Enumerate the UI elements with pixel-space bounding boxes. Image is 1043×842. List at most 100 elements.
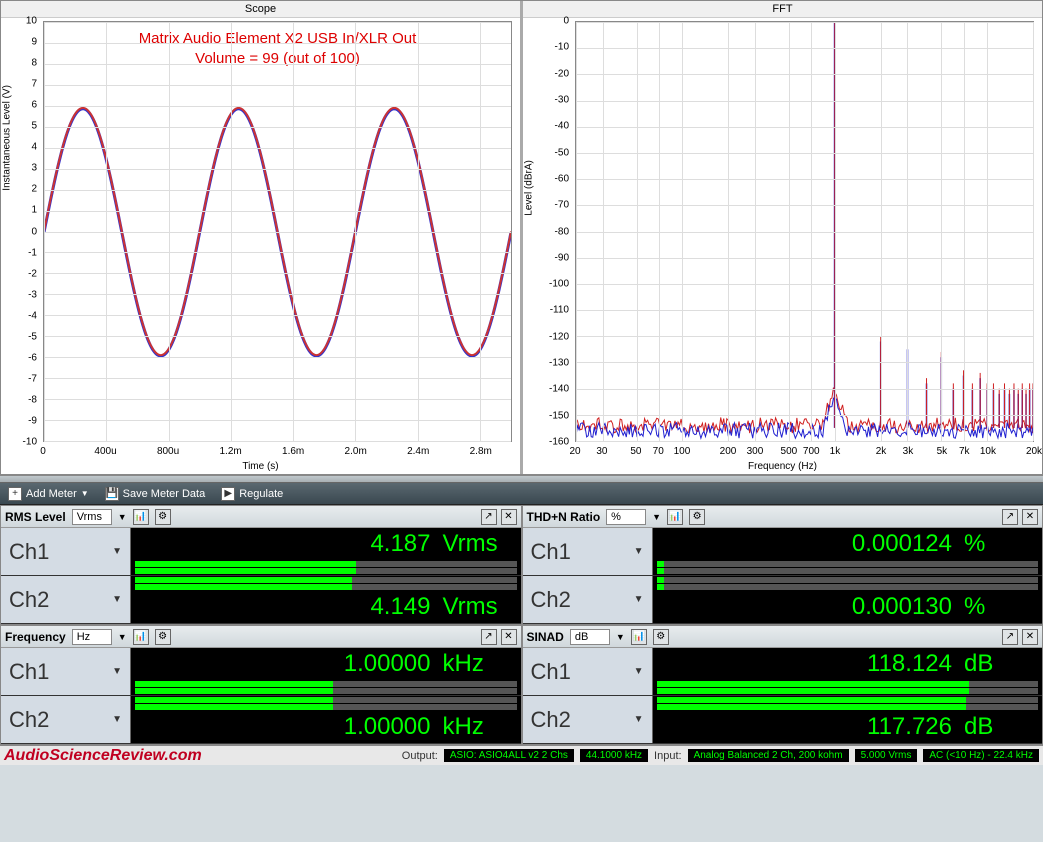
chart-icon[interactable]: 📊 bbox=[133, 629, 149, 645]
meter-row: Ch2▼1.00000kHz bbox=[1, 696, 521, 744]
y-tick: -160 bbox=[549, 437, 569, 448]
save-meter-button[interactable]: 💾 Save Meter Data bbox=[101, 485, 210, 503]
dropdown-icon: ▼ bbox=[634, 546, 644, 557]
chart-icon[interactable]: 📊 bbox=[133, 509, 149, 525]
popout-icon[interactable]: ↗ bbox=[481, 629, 497, 645]
y-tick: -30 bbox=[555, 94, 569, 105]
close-icon[interactable]: ✕ bbox=[1022, 629, 1038, 645]
dropdown-icon[interactable]: ▼ bbox=[652, 512, 661, 522]
meter-row: Ch2▼4.149Vrms bbox=[1, 576, 521, 624]
channel-label[interactable]: Ch1▼ bbox=[1, 648, 131, 695]
meter-title: THD+N Ratio bbox=[527, 510, 601, 524]
x-tick: 30 bbox=[596, 446, 607, 457]
x-tick: 200 bbox=[720, 446, 737, 457]
x-tick: 2.0m bbox=[345, 446, 367, 457]
channel-label[interactable]: Ch1▼ bbox=[523, 648, 653, 695]
x-tick: 800u bbox=[157, 446, 179, 457]
gear-icon[interactable]: ⚙ bbox=[653, 629, 669, 645]
meter-row: Ch1▼4.187Vrms bbox=[1, 528, 521, 576]
meter-header: THD+N Ratio% ▼ 📊 ⚙ ↗✕ bbox=[523, 506, 1043, 528]
channel-label[interactable]: Ch2▼ bbox=[523, 576, 653, 623]
channel-label[interactable]: Ch1▼ bbox=[1, 528, 131, 575]
add-meter-label: Add Meter bbox=[26, 488, 77, 500]
dropdown-icon[interactable]: ▼ bbox=[118, 632, 127, 642]
scope-chart[interactable]: Matrix Audio Element X2 USB In/XLR Out V… bbox=[43, 21, 512, 442]
bargraph bbox=[135, 577, 517, 583]
input-level[interactable]: 5.000 Vrms bbox=[855, 749, 918, 762]
dropdown-icon: ▼ bbox=[634, 594, 644, 605]
meter-readout: 4.149Vrms bbox=[131, 591, 521, 623]
panel-divider[interactable] bbox=[0, 475, 1043, 483]
x-tick: 1.6m bbox=[282, 446, 304, 457]
x-tick: 5k bbox=[937, 446, 948, 457]
x-tick: 3k bbox=[903, 446, 914, 457]
close-icon[interactable]: ✕ bbox=[1022, 509, 1038, 525]
meter-unit-select[interactable]: Vrms bbox=[72, 509, 112, 525]
gear-icon[interactable]: ⚙ bbox=[689, 509, 705, 525]
chart-icon[interactable]: 📊 bbox=[631, 629, 647, 645]
output-rate[interactable]: 44.1000 kHz bbox=[580, 749, 648, 762]
fft-x-label: Frequency (Hz) bbox=[748, 461, 817, 472]
input-coupling[interactable]: AC (<10 Hz) - 22.4 kHz bbox=[923, 749, 1039, 762]
channel-label[interactable]: Ch2▼ bbox=[1, 696, 131, 743]
meter-row: Ch1▼ 0.000124% bbox=[523, 528, 1043, 576]
meters-grid: RMS LevelVrms▼📊⚙↗✕Ch1▼4.187VrmsCh2▼4.149… bbox=[0, 505, 1043, 745]
y-tick: -100 bbox=[549, 279, 569, 290]
meter-unit: dB bbox=[964, 650, 1034, 678]
popout-icon[interactable]: ↗ bbox=[1002, 629, 1018, 645]
output-device[interactable]: ASIO: ASIO4ALL v2 2 Chs bbox=[444, 749, 574, 762]
y-tick: -130 bbox=[549, 358, 569, 369]
dropdown-icon: ▼ bbox=[634, 714, 644, 725]
regulate-button[interactable]: ▶ Regulate bbox=[217, 485, 287, 503]
dropdown-icon[interactable]: ▼ bbox=[616, 632, 625, 642]
y-tick: -70 bbox=[555, 200, 569, 211]
close-icon[interactable]: ✕ bbox=[501, 629, 517, 645]
x-tick: 400u bbox=[94, 446, 116, 457]
meter-title: Frequency bbox=[5, 630, 66, 644]
meter-unit: % bbox=[964, 530, 1034, 558]
regulate-label: Regulate bbox=[239, 488, 283, 500]
output-label: Output: bbox=[402, 750, 438, 762]
popout-icon[interactable]: ↗ bbox=[1002, 509, 1018, 525]
meter-unit-select[interactable]: dB bbox=[570, 629, 610, 645]
meter-thdn: THD+N Ratio%▼📊⚙↗✕Ch1▼0.000124%Ch2▼0.0001… bbox=[522, 505, 1043, 625]
meter-unit-select[interactable]: % bbox=[606, 509, 646, 525]
fft-y-label: Level (dBrA) bbox=[524, 160, 535, 216]
input-device[interactable]: Analog Balanced 2 Ch, 200 kohm bbox=[688, 749, 849, 762]
gear-icon[interactable]: ⚙ bbox=[155, 509, 171, 525]
dropdown-icon[interactable]: ▼ bbox=[118, 512, 127, 522]
fft-chart[interactable] bbox=[575, 21, 1034, 442]
play-icon: ▶ bbox=[221, 487, 235, 501]
scope-y-label: Instantaneous Level (V) bbox=[2, 85, 13, 191]
input-label: Input: bbox=[654, 750, 682, 762]
save-meter-label: Save Meter Data bbox=[123, 488, 206, 500]
scope-title: Scope bbox=[1, 1, 520, 18]
y-tick: 10 bbox=[26, 16, 37, 27]
x-tick: 2.4m bbox=[407, 446, 429, 457]
fft-panel: FFT 0-10-20-30-40-50-60-70-80-90-100-110… bbox=[523, 1, 1042, 474]
meter-unit: dB bbox=[964, 713, 1034, 741]
channel-label[interactable]: Ch1▼ bbox=[523, 528, 653, 575]
close-icon[interactable]: ✕ bbox=[501, 509, 517, 525]
meter-value: 0.000124 bbox=[792, 530, 952, 558]
meter-bars bbox=[131, 697, 521, 710]
meter-readout: 1.00000kHz bbox=[131, 648, 521, 680]
channel-label[interactable]: Ch2▼ bbox=[1, 576, 131, 623]
popout-icon[interactable]: ↗ bbox=[481, 509, 497, 525]
y-tick: -10 bbox=[555, 42, 569, 53]
meter-unit-select[interactable]: Hz bbox=[72, 629, 112, 645]
meter-body: Ch1▼4.187VrmsCh2▼4.149Vrms bbox=[1, 528, 521, 624]
meter-toolbar: + Add Meter ▼ 💾 Save Meter Data ▶ Regula… bbox=[0, 483, 1043, 505]
meter-value: 117.726 bbox=[792, 713, 952, 741]
chart-icon[interactable]: 📊 bbox=[667, 509, 683, 525]
scope-overlay-1: Matrix Audio Element X2 USB In/XLR Out bbox=[44, 30, 511, 47]
bargraph bbox=[657, 681, 1039, 687]
channel-label[interactable]: Ch2▼ bbox=[523, 696, 653, 743]
add-meter-button[interactable]: + Add Meter ▼ bbox=[4, 485, 93, 503]
meter-unit: kHz bbox=[443, 713, 513, 741]
bargraph bbox=[135, 584, 517, 590]
meter-title: RMS Level bbox=[5, 510, 66, 524]
dropdown-icon: ▼ bbox=[112, 666, 122, 677]
meter-bars bbox=[131, 681, 521, 694]
gear-icon[interactable]: ⚙ bbox=[155, 629, 171, 645]
